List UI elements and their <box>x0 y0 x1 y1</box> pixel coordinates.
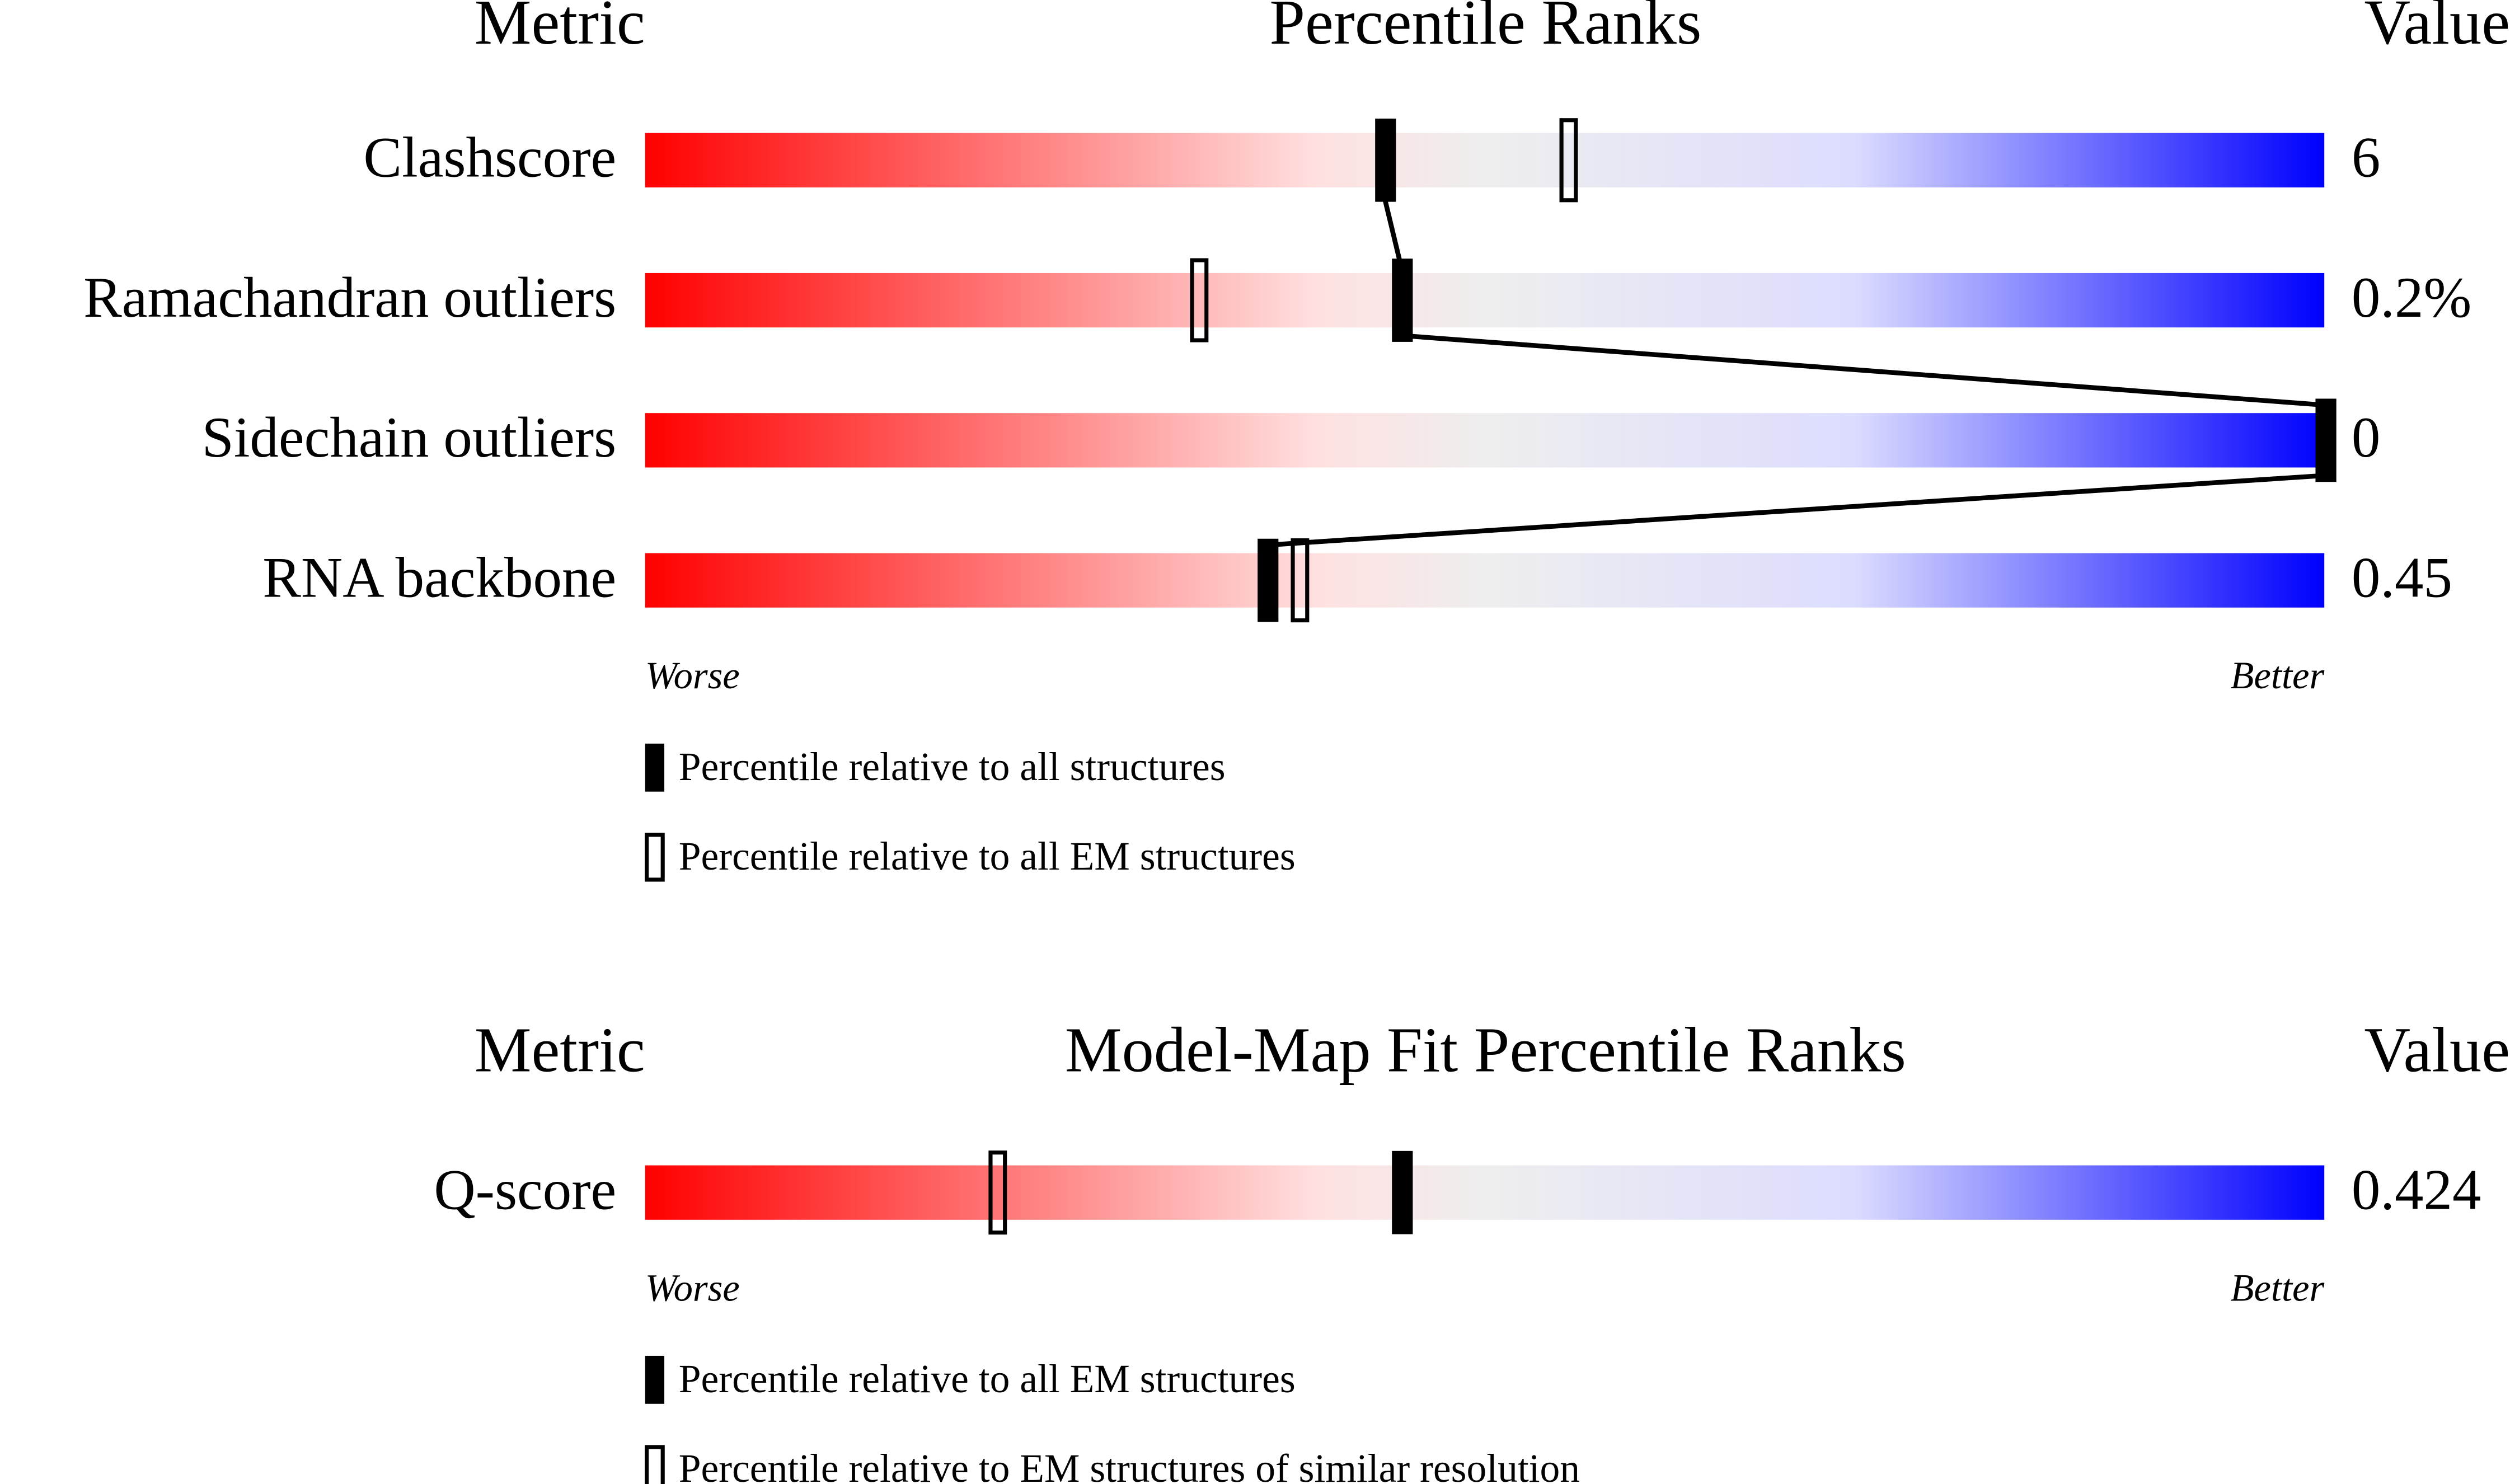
metric-value: 0.2% <box>2352 266 2472 330</box>
header-value: Value <box>2364 0 2510 58</box>
legend-em-swatch <box>644 1445 665 1484</box>
legend-all-swatch <box>645 743 665 792</box>
connector-line <box>1266 195 2325 548</box>
metric-value: 0.45 <box>2352 546 2452 609</box>
metric-value: 0 <box>2352 406 2380 469</box>
metric-label: Clashscore <box>363 126 616 190</box>
legend-all: Percentile relative to all EM structures <box>679 1357 1296 1401</box>
all-marker <box>1392 259 1413 342</box>
metric-label: RNA backbone <box>262 546 616 609</box>
percentile-bar <box>645 553 2325 608</box>
header-value: Value <box>2364 1014 2510 1085</box>
em-marker <box>1291 538 1310 623</box>
header-metric: Metric <box>475 1014 645 1085</box>
em-marker <box>1559 118 1578 203</box>
legend-em: Percentile relative to EM structures of … <box>679 1447 1580 1484</box>
worse-label: Worse <box>645 1266 740 1309</box>
legend-em-swatch <box>644 833 665 882</box>
percentile-bar <box>645 133 2325 187</box>
percentile-bar <box>645 413 2325 468</box>
legend-all: Percentile relative to all structures <box>679 745 1226 789</box>
better-label: Better <box>2231 654 2325 697</box>
header-title: Percentile Ranks <box>1269 0 1701 58</box>
metric-label: Q-score <box>434 1158 616 1222</box>
legend-em: Percentile relative to all EM structures <box>679 834 1296 879</box>
metric-value: 0.424 <box>2352 1158 2481 1222</box>
all-marker <box>1392 1150 1413 1234</box>
percentile-bar <box>645 273 2325 328</box>
header-metric: Metric <box>475 0 645 58</box>
all-marker <box>1375 118 1396 202</box>
worse-label: Worse <box>645 654 740 697</box>
header-title: Model-Map Fit Percentile Ranks <box>1065 1014 1906 1085</box>
percentile-bar <box>645 1165 2325 1220</box>
legend-all-swatch <box>645 1355 665 1404</box>
better-label: Better <box>2231 1266 2325 1309</box>
metric-label: Ramachandran outliers <box>83 266 616 330</box>
metric-value: 6 <box>2352 126 2380 190</box>
metric-label: Sidechain outliers <box>202 406 617 469</box>
em-marker <box>988 1150 1007 1235</box>
all-marker <box>1258 538 1279 622</box>
all-marker <box>2315 398 2337 482</box>
em-marker <box>1190 258 1209 342</box>
